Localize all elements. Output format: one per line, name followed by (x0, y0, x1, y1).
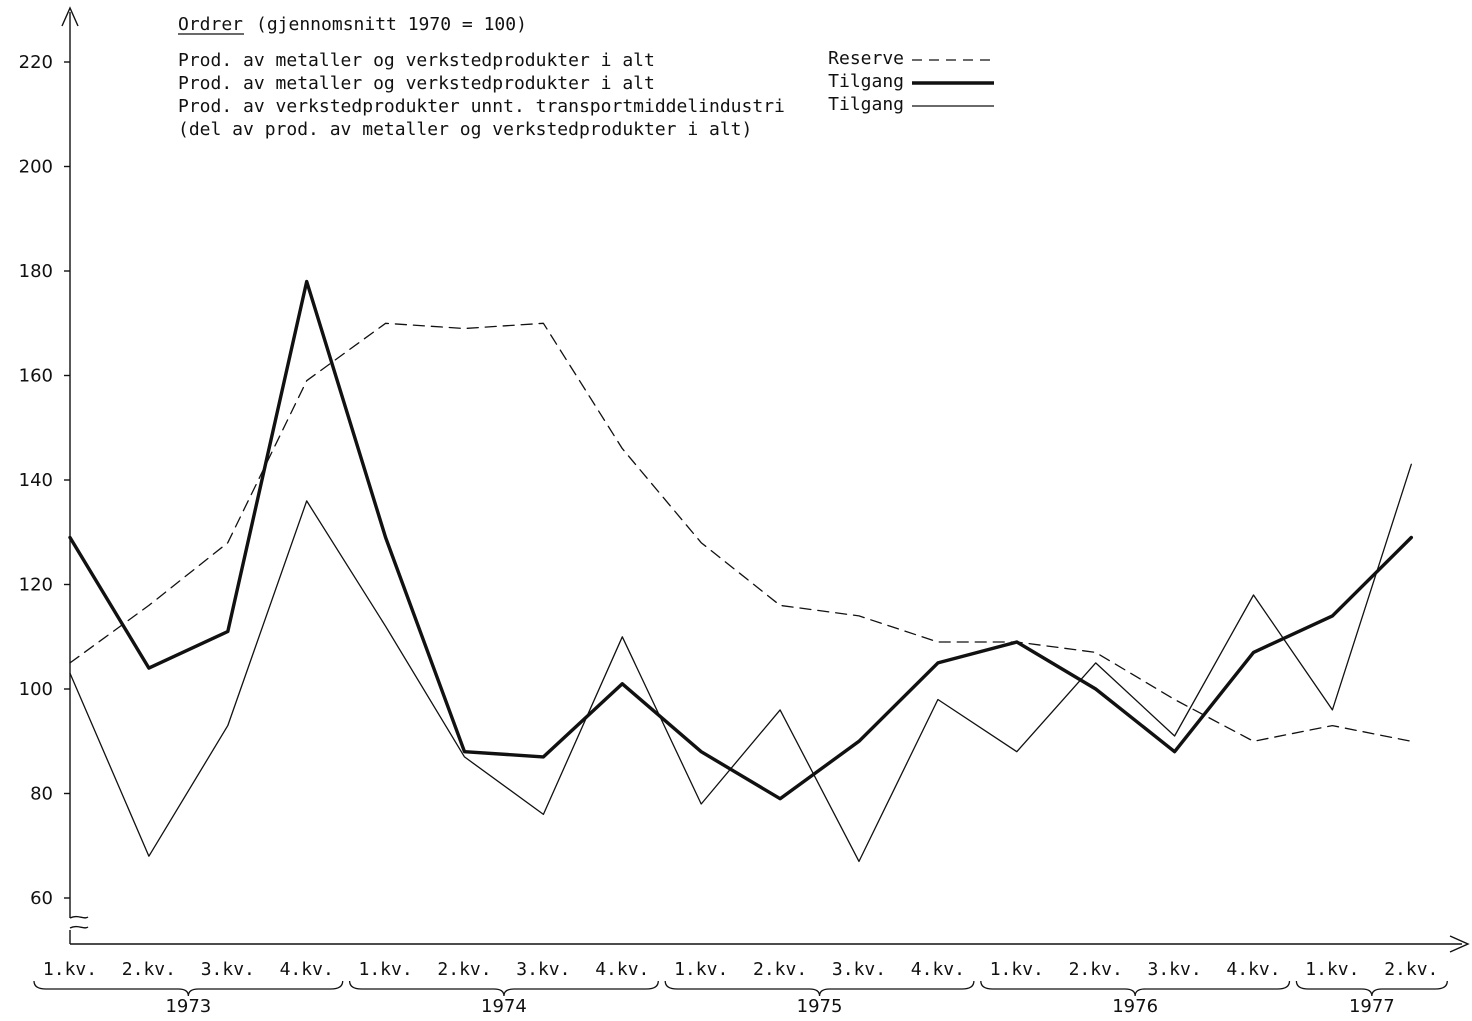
y-tick-label: 100 (19, 679, 53, 700)
series-tilgang-total (68, 279, 1414, 801)
y-tick-label: 160 (19, 366, 53, 387)
chart-title: Ordrer (178, 14, 243, 35)
chart-subtitle: (gjennomsnitt 1970 = 100) (256, 14, 527, 35)
series-lines (68, 279, 1414, 863)
y-axis-arrow (61, 6, 79, 27)
year-brace (348, 980, 659, 997)
x-tick-label: 4.kv. (1226, 959, 1280, 980)
x-tick-label: 2.kv. (122, 959, 176, 980)
legend-label-4: (del av prod. av metaller og verkstedpro… (178, 119, 752, 140)
x-tick-label: 3.kv. (516, 959, 570, 980)
x-tick-label: 1.kv. (359, 959, 413, 980)
year-label: 1975 (797, 996, 843, 1017)
year-label: 1973 (165, 996, 211, 1017)
axes (61, 6, 1470, 953)
x-axis-arrow (1449, 935, 1470, 953)
y-ticks: 60 80 100 120 140 160 180 200 220 (19, 52, 70, 909)
axis-break (69, 915, 89, 929)
y-tick-label: 180 (19, 261, 53, 282)
legend: Ordrer (gjennomsnitt 1970 = 100) Prod. a… (178, 14, 994, 140)
year-brace (664, 980, 975, 997)
year-brace (33, 980, 344, 997)
x-tick-label: 1.kv. (674, 959, 728, 980)
y-tick-label: 220 (19, 52, 53, 73)
year-label: 1974 (481, 996, 527, 1017)
legend-key-2: Tilgang (828, 71, 904, 92)
legend-label-3: Prod. av verkstedprodukter unnt. transpo… (178, 96, 785, 117)
x-tick-label: 3.kv. (832, 959, 886, 980)
year-brace (980, 980, 1291, 997)
y-tick-label: 120 (19, 575, 53, 596)
legend-key-1: Reserve (828, 48, 904, 69)
x-tick-label: 2.kv. (1384, 959, 1438, 980)
legend-label-2: Prod. av metaller og verkstedprodukter i… (178, 73, 655, 94)
x-tick-label: 2.kv. (1069, 959, 1123, 980)
series-tilgang-verksted (69, 463, 1412, 863)
x-tick-label: 3.kv. (201, 959, 255, 980)
y-tick-label: 80 (30, 784, 53, 805)
x-tick-label: 4.kv. (911, 959, 965, 980)
year-label: 1977 (1349, 996, 1395, 1017)
y-tick-label: 200 (19, 157, 53, 178)
year-label: 1976 (1112, 996, 1158, 1017)
legend-key-3: Tilgang (828, 94, 904, 115)
year-brace (1295, 980, 1448, 997)
x-tick-label: 2.kv. (753, 959, 807, 980)
x-tick-label: 1.kv. (990, 959, 1044, 980)
x-tick-label: 4.kv. (280, 959, 334, 980)
x-tick-label: 1.kv. (43, 959, 97, 980)
x-labels: 1.kv. 2.kv. 3.kv. 4.kv. 1.kv. 2.kv. 3.kv. 4.kv.… (33, 959, 1448, 1017)
y-tick-label: 60 (30, 888, 53, 909)
x-tick-label: 4.kv. (595, 959, 649, 980)
legend-label-1: Prod. av metaller og verkstedprodukter i… (178, 50, 655, 71)
series-reserve (69, 322, 1412, 742)
x-tick-label: 3.kv. (1148, 959, 1202, 980)
y-tick-label: 140 (19, 470, 53, 491)
x-tick-label: 1.kv. (1305, 959, 1359, 980)
x-tick-label: 2.kv. (437, 959, 491, 980)
